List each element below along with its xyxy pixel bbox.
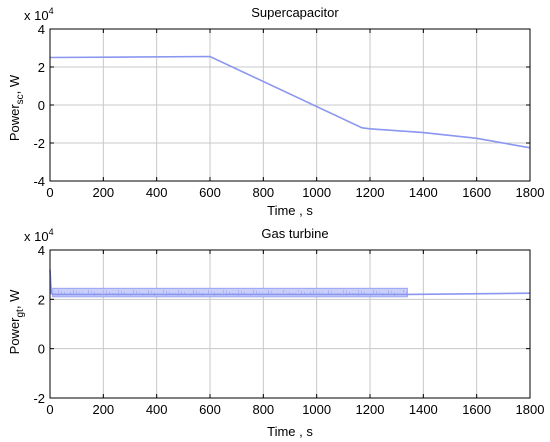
x-tick-label: 0 (46, 402, 53, 417)
exponent-power: 4 (49, 6, 54, 16)
x-axis-label: Time , s (267, 424, 313, 439)
y-tick-label: 0 (38, 98, 45, 113)
y-axis-label-tail: , W (7, 289, 22, 309)
y-axis-label-main: Power (7, 104, 22, 142)
y-tick-label: -4 (33, 174, 45, 189)
y-axis-label-sub: sc (15, 94, 26, 104)
y-axis-label-sub: gt (15, 309, 26, 318)
x-tick-labels: 0 200 400 600 800 1000 1200 1400 1600 1800 (46, 185, 544, 200)
x-tick-label: 800 (252, 402, 274, 417)
x-axis-label: Time , s (267, 203, 313, 218)
x-tick-label: 1400 (409, 402, 438, 417)
y-tick-label: -2 (33, 391, 45, 406)
series (49, 269, 531, 298)
x-tick-label: 1200 (356, 185, 385, 200)
x-tick-label: 1000 (302, 185, 331, 200)
x-tick-label: 400 (146, 402, 168, 417)
x-tick-label: 1800 (516, 402, 545, 417)
series-line (49, 55, 531, 149)
x-tick-labels: 0 200 400 600 800 1000 1200 1400 1600 1800 (46, 402, 544, 417)
x-tick-label: 200 (92, 402, 114, 417)
exponent-base: x 10 (24, 229, 49, 244)
axes-box (49, 28, 531, 182)
series-line (49, 269, 531, 296)
exponent-label: x 104 (24, 6, 54, 23)
x-tick-label: 0 (46, 185, 53, 200)
x-tick-label: 1800 (516, 185, 545, 200)
x-tick-label: 1000 (302, 402, 331, 417)
x-tick-label: 800 (252, 185, 274, 200)
chart-title: Supercapacitor (251, 5, 339, 20)
y-axis-label-main: Power (7, 317, 22, 355)
x-tick-label: 1200 (356, 402, 385, 417)
x-tick-label: 600 (199, 185, 221, 200)
supercapacitor-plot: Supercapacitor x 104 0 200 400 600 800 1000 12… (7, 5, 544, 218)
y-tick-label: 0 (38, 342, 45, 357)
y-tick-label: -2 (33, 136, 45, 151)
x-tick-label: 1600 (462, 185, 491, 200)
y-axis-label: Powersc, W (7, 74, 26, 141)
y-tick-label: 2 (38, 60, 45, 75)
y-axis-label-tail: , W (7, 74, 22, 94)
gas-turbine-plot: Gas turbine x 104 0 200 400 600 800 1000 1200 1… (7, 226, 544, 439)
x-tick-label: 1600 (462, 402, 491, 417)
exponent-power: 4 (49, 227, 54, 237)
y-tick-labels: -2 0 2 4 (33, 243, 45, 406)
exponent-base: x 10 (24, 8, 49, 23)
x-tick-label: 400 (146, 185, 168, 200)
y-tick-label: 4 (38, 243, 45, 258)
series (49, 55, 531, 149)
x-tick-label: 600 (199, 402, 221, 417)
y-axis-label: Powergt, W (7, 289, 26, 354)
chart-title: Gas turbine (261, 226, 328, 241)
exponent-label: x 104 (24, 227, 54, 244)
y-tick-label: 2 (38, 292, 45, 307)
y-tick-label: 4 (38, 22, 45, 37)
axes-box (49, 249, 531, 399)
x-tick-label: 200 (92, 185, 114, 200)
y-tick-labels: -4 -2 0 2 4 (33, 22, 45, 189)
x-tick-label: 1400 (409, 185, 438, 200)
